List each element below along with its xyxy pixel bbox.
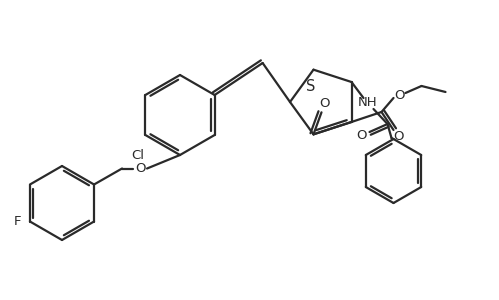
Text: F: F [13, 215, 21, 228]
Text: O: O [135, 162, 145, 175]
Text: NH: NH [358, 95, 377, 109]
Text: O: O [394, 89, 405, 103]
Text: O: O [393, 130, 404, 143]
Text: O: O [356, 128, 367, 142]
Text: O: O [319, 97, 330, 110]
Text: S: S [306, 79, 315, 94]
Text: Cl: Cl [131, 149, 144, 162]
